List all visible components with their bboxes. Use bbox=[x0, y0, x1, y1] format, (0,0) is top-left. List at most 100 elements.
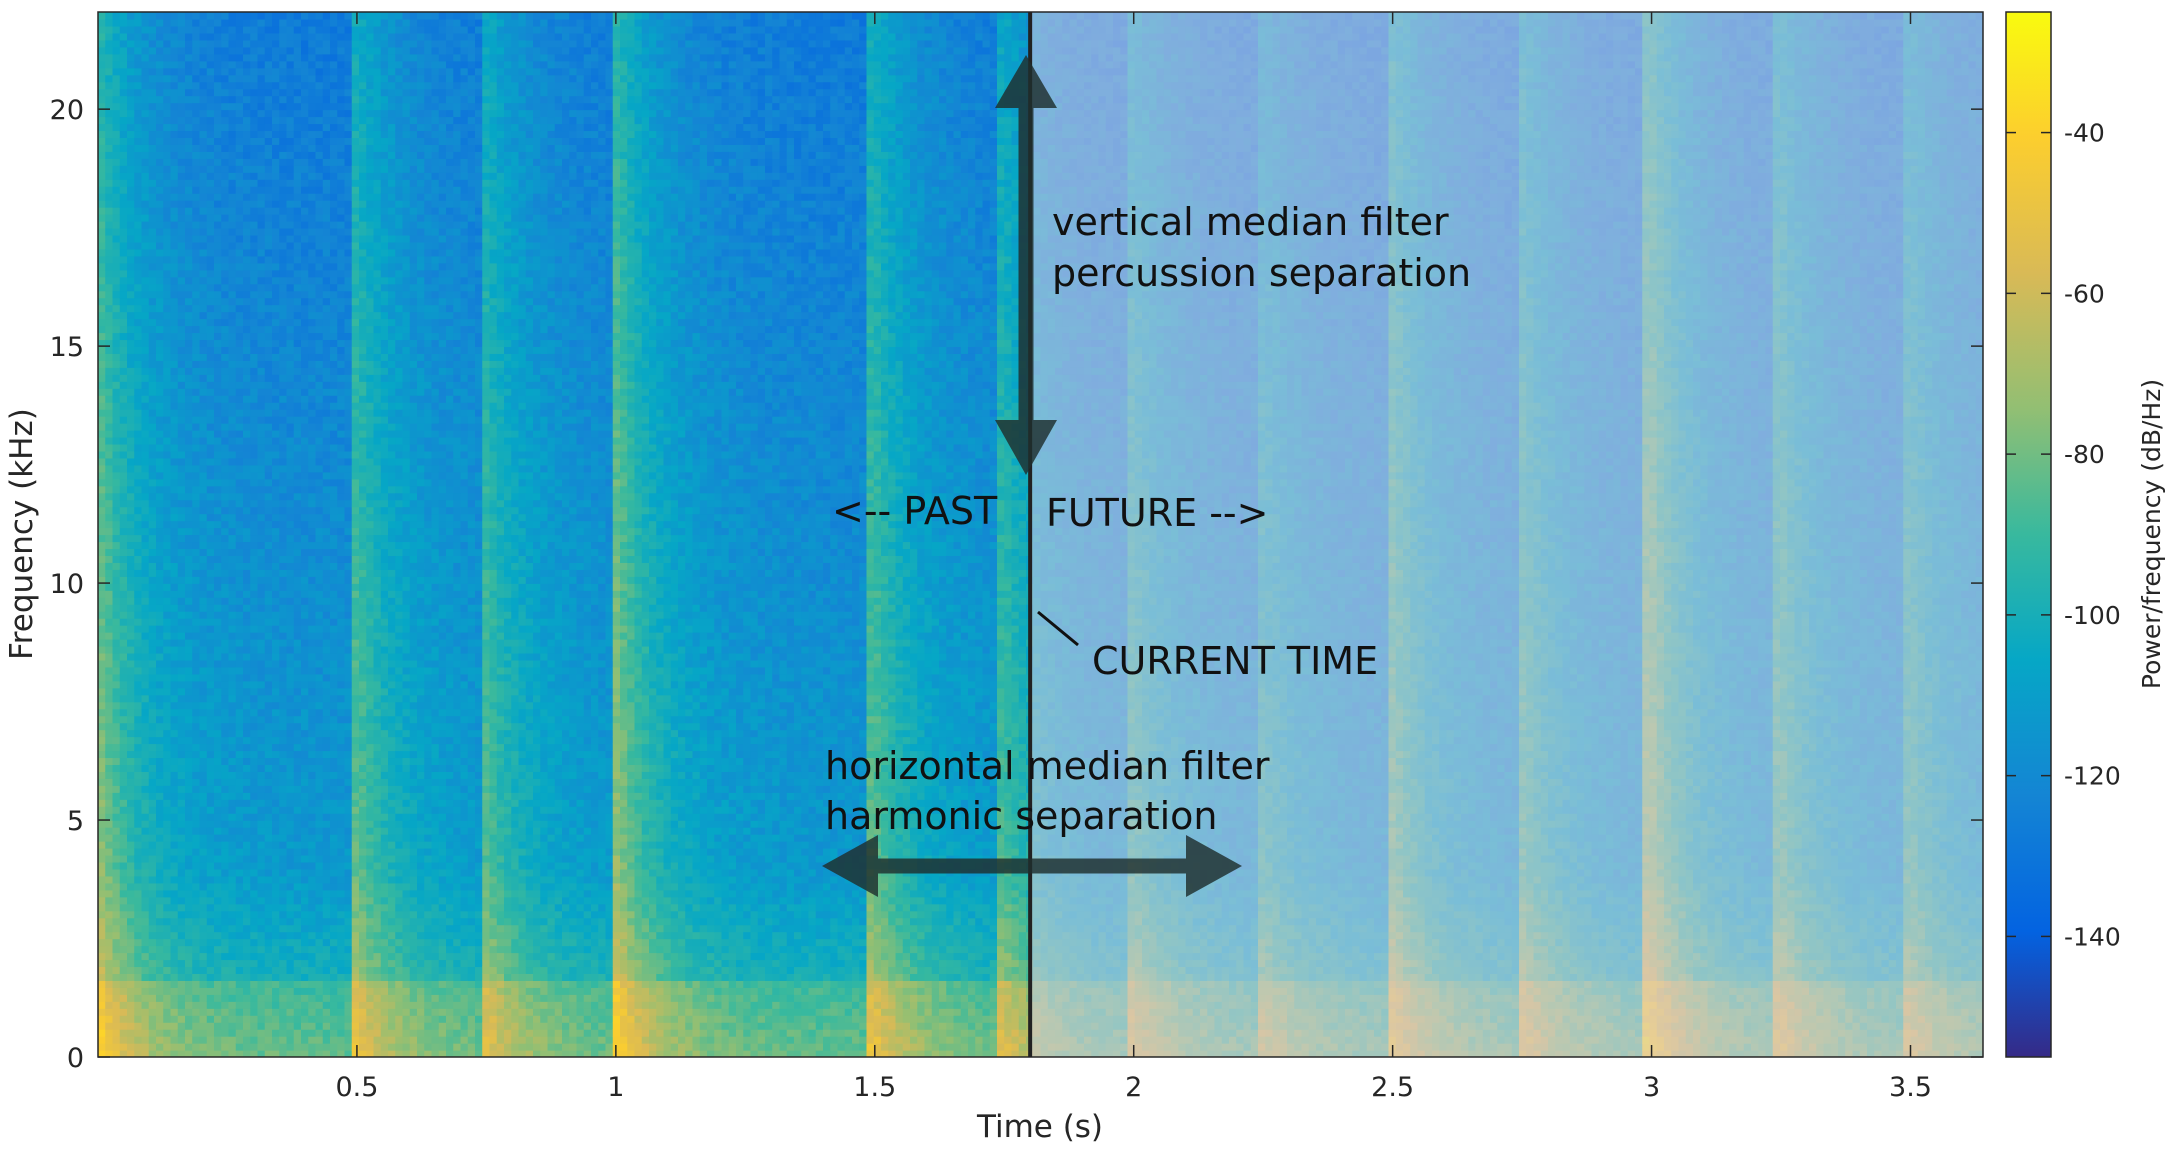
spectrogram-cell bbox=[214, 854, 222, 863]
spectrogram-cell bbox=[177, 583, 186, 591]
spectrogram-cell bbox=[98, 604, 106, 612]
spectrogram-cell bbox=[257, 214, 266, 222]
spectrogram-cell bbox=[308, 283, 317, 292]
spectrogram-cell bbox=[250, 46, 259, 55]
spectrogram-cell bbox=[177, 597, 186, 605]
spectrogram-cell bbox=[134, 499, 143, 508]
spectrogram-cell bbox=[206, 722, 215, 731]
spectrogram-cell bbox=[206, 116, 215, 125]
spectrogram-cell bbox=[301, 67, 309, 76]
spectrogram-cell bbox=[293, 875, 302, 884]
spectrogram-cell bbox=[322, 227, 331, 236]
spectrogram-cell bbox=[221, 527, 230, 536]
spectrogram-cell bbox=[185, 130, 193, 138]
spectrogram-cell bbox=[105, 1001, 114, 1009]
spectrogram-cell bbox=[315, 694, 324, 703]
spectrogram-cell bbox=[163, 25, 172, 34]
spectrogram-cell bbox=[221, 910, 230, 919]
spectrogram-cell bbox=[192, 339, 201, 347]
spectrogram-cell bbox=[105, 416, 114, 424]
spectrogram-cell bbox=[272, 632, 280, 640]
spectrogram-cell bbox=[322, 221, 331, 229]
spectrogram-cell bbox=[148, 255, 157, 264]
spectrogram-cell bbox=[272, 778, 280, 786]
spectrogram-cell bbox=[214, 771, 222, 779]
spectrogram-cell bbox=[221, 639, 230, 647]
spectrogram-cell bbox=[337, 938, 346, 947]
spectrogram-cell bbox=[199, 423, 208, 431]
spectrogram-cell bbox=[163, 290, 172, 299]
spectrogram-cell bbox=[235, 32, 244, 41]
spectrogram-cell bbox=[163, 924, 172, 933]
spectrogram-cell bbox=[199, 980, 208, 988]
spectrogram-cell bbox=[127, 764, 135, 772]
spectrogram-cell bbox=[235, 262, 244, 271]
spectrogram-cell bbox=[127, 590, 135, 598]
spectrogram-cell bbox=[170, 903, 179, 912]
spectrogram-cell bbox=[134, 423, 143, 431]
spectrogram-cell bbox=[214, 60, 222, 69]
spectrogram-cell bbox=[235, 632, 244, 640]
spectrogram-cell bbox=[98, 130, 106, 138]
spectrogram-cell bbox=[163, 353, 172, 361]
spectrogram-cell bbox=[315, 987, 324, 995]
spectrogram-cell bbox=[206, 792, 215, 800]
spectrogram-cell bbox=[279, 715, 288, 724]
spectrogram-cell bbox=[112, 673, 121, 682]
spectrogram-cell bbox=[185, 792, 193, 800]
spectrogram-cell bbox=[127, 778, 135, 786]
spectrogram-cell bbox=[127, 729, 135, 738]
spectrogram-cell bbox=[243, 137, 251, 145]
spectrogram-cell bbox=[141, 255, 150, 264]
spectrogram-cell bbox=[206, 980, 215, 988]
spectrogram-cell bbox=[214, 485, 222, 494]
spectrogram-cell bbox=[105, 799, 114, 807]
spectrogram-cell bbox=[148, 388, 157, 396]
spectrogram-cell bbox=[264, 889, 273, 898]
spectrogram-cell bbox=[119, 841, 128, 849]
spectrogram-cell bbox=[156, 276, 164, 285]
spectrogram-cell bbox=[163, 367, 172, 375]
spectrogram-cell bbox=[98, 325, 106, 334]
spectrogram-cell bbox=[214, 841, 222, 849]
spectrogram-cell bbox=[286, 464, 295, 473]
spectrogram-cell bbox=[228, 276, 237, 285]
spectrogram-cell bbox=[170, 861, 179, 870]
spectrogram-cell bbox=[228, 214, 237, 222]
spectrogram-cell bbox=[112, 562, 121, 570]
spectrogram-cell bbox=[235, 499, 244, 508]
spectrogram-cell bbox=[228, 325, 237, 334]
spectrogram-cell bbox=[105, 499, 114, 508]
spectrogram-cell bbox=[272, 88, 280, 97]
spectrogram-cell bbox=[337, 994, 346, 1002]
spectrogram-cell bbox=[127, 74, 135, 83]
spectrogram-cell bbox=[105, 694, 114, 703]
spectrogram-cell bbox=[163, 708, 172, 717]
spectrogram-cell bbox=[177, 562, 186, 570]
spectrogram-cell bbox=[279, 973, 288, 981]
spectrogram-cell bbox=[301, 276, 309, 285]
spectrogram-cell bbox=[250, 325, 259, 334]
spectrogram-cell bbox=[98, 645, 106, 654]
spectrogram-cell bbox=[141, 715, 150, 724]
spectrogram-cell bbox=[243, 896, 251, 905]
spectrogram-cell bbox=[177, 506, 186, 515]
spectrogram-cell bbox=[250, 973, 259, 981]
spectrogram-cell bbox=[98, 374, 106, 382]
spectrogram-cell bbox=[279, 32, 288, 41]
spectrogram-cell bbox=[286, 130, 295, 138]
spectrogram-cell bbox=[163, 604, 172, 612]
spectrogram-cell bbox=[192, 471, 201, 480]
spectrogram-cell bbox=[308, 248, 317, 257]
spectrogram-cell bbox=[293, 332, 302, 341]
spectrogram-cell bbox=[156, 1015, 164, 1023]
spectrogram-cell bbox=[243, 39, 251, 48]
spectrogram-cell bbox=[272, 736, 280, 745]
spectrogram-cell bbox=[148, 151, 157, 159]
spectrogram-cell bbox=[293, 555, 302, 563]
spectrogram-cell bbox=[105, 255, 114, 264]
spectrogram-cell bbox=[243, 708, 251, 717]
spectrogram-cell bbox=[272, 12, 280, 20]
spectrogram-cell bbox=[315, 945, 324, 954]
spectrogram-cell bbox=[221, 144, 230, 152]
